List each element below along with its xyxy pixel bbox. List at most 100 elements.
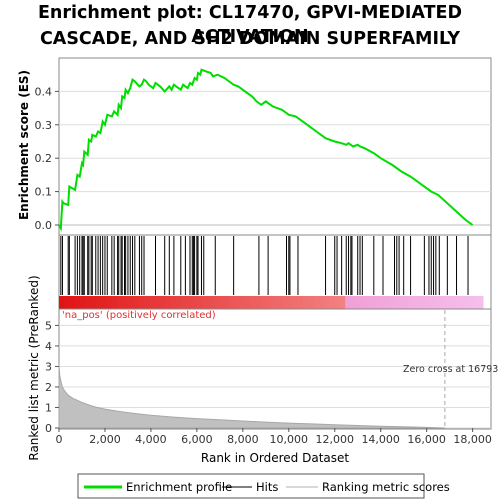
color-bar-segment (318, 296, 325, 309)
x-axis-label: Rank in Ordered Dataset (201, 451, 349, 465)
color-bar-segment (96, 296, 102, 309)
color-bar-segment (435, 296, 442, 309)
color-bar-segment (191, 296, 198, 309)
color-bar-segment (143, 296, 150, 309)
color-bar-segment (440, 296, 447, 309)
color-bar-segment (467, 296, 473, 309)
x-tick-label: 16,000 (407, 433, 446, 446)
color-bar-segment (281, 296, 288, 309)
color-bar-segment (403, 296, 410, 309)
color-bar-segment (472, 296, 479, 309)
color-bar-segment (461, 296, 468, 309)
positive-correlation-label: 'na_pos' (positively correlated) (62, 310, 216, 321)
color-bar-segment (255, 296, 261, 309)
color-bar-segment (85, 296, 92, 309)
color-bar-segment (387, 296, 394, 309)
color-bar-segment (239, 296, 245, 309)
color-bar-segment (117, 296, 124, 309)
chart-title-line-2: CASCADE, AND SH2 DOMAIN SUPERFAMILY (39, 29, 461, 49)
color-bar-segment (456, 296, 463, 309)
color-bar-segment (133, 296, 139, 309)
metric-tick-label: 4 (45, 340, 52, 353)
color-bar-segment (112, 296, 118, 309)
es-tick-label: 0.2 (35, 152, 53, 165)
color-bar-segment (377, 296, 383, 309)
x-tick-label: 10,000 (270, 433, 309, 446)
color-bar-segment (419, 296, 426, 309)
color-bar-segment (408, 296, 415, 309)
color-bar-segment (308, 296, 314, 309)
color-bar-segment (414, 296, 420, 309)
color-bar-segment (361, 296, 367, 309)
x-tick-label: 2,000 (89, 433, 121, 446)
color-bar-segment (302, 296, 309, 309)
color-bar-segment (149, 296, 155, 309)
chart-title-line-1: Enrichment plot: CL17470, GPVI-MEDIATED … (37, 3, 463, 47)
color-bar-segment (324, 296, 330, 309)
x-tick-label: 6,000 (181, 433, 213, 446)
color-bar-segment (276, 296, 283, 309)
color-bar-segment (297, 296, 304, 309)
color-bar-segment (350, 296, 357, 309)
es-tick-label: 0.1 (35, 186, 53, 199)
color-bar-segment (154, 296, 161, 309)
color-bar-segment (122, 296, 129, 309)
color-bar-segment (329, 296, 336, 309)
color-bar-segment (207, 296, 214, 309)
x-tick-label: 12,000 (315, 433, 354, 446)
metric-tick-label: 3 (45, 360, 52, 373)
color-bar-segment (265, 296, 272, 309)
color-bar-segment (74, 296, 81, 309)
color-bar-segment (355, 296, 362, 309)
color-bar-segment (286, 296, 293, 309)
color-bar-segment (106, 296, 113, 309)
x-tick-label: 4,000 (135, 433, 167, 446)
metric-axis-label: Ranked list metric (PreRanked) (27, 275, 41, 460)
color-bar-segment (69, 296, 76, 309)
color-bar-segment (313, 296, 320, 309)
x-tick-label: 8,000 (227, 433, 259, 446)
zero-cross-label: Zero cross at 16793 (403, 364, 498, 375)
color-bar-segment (398, 296, 404, 309)
color-bar-segment (228, 296, 235, 309)
metric-tick-label: 2 (45, 381, 52, 394)
color-bar-segment (260, 296, 267, 309)
color-bar-segment (180, 296, 187, 309)
color-bar-segment (127, 296, 134, 309)
es-tick-label: 0.4 (35, 85, 53, 98)
color-bar-segment (371, 296, 378, 309)
color-bar-segment (339, 296, 346, 309)
es-plot-frame (58, 57, 492, 236)
color-bar-segment (59, 296, 65, 309)
color-bar-segment (244, 296, 251, 309)
ranking-metric-area (58, 364, 445, 429)
color-bar-segment (382, 296, 389, 309)
legend-label: Enrichment profile (126, 480, 232, 494)
color-bar-segment (80, 296, 86, 309)
legend-label: Ranking metric scores (322, 480, 450, 494)
color-bar-segment (345, 296, 351, 309)
color-bar-segment (271, 296, 277, 309)
color-bar-segment (451, 296, 457, 309)
color-bar-segment (249, 296, 256, 309)
enrichment-profile-line (58, 68, 474, 232)
es-tick-label: 0.3 (35, 119, 53, 132)
color-bar-segment (233, 296, 240, 309)
metric-plot-frame (58, 308, 492, 430)
color-bar-segment (170, 296, 177, 309)
color-bar-segment (64, 296, 71, 309)
color-bar-segment (202, 296, 208, 309)
metric-tick-label: 0 (45, 422, 52, 435)
color-bar-segment (101, 296, 108, 309)
color-bar-segment (165, 296, 171, 309)
legend-box (77, 473, 425, 499)
color-bar-segment (366, 296, 373, 309)
es-axis-label: Enrichment score (ES) (17, 70, 31, 220)
color-bar-segment (175, 296, 182, 309)
color-bar-segment (445, 296, 452, 309)
color-bar-segment (477, 296, 484, 309)
x-tick-label: 18,000 (453, 433, 492, 446)
metric-tick-label: 1 (45, 401, 52, 414)
es-tick-label: 0.0 (35, 219, 53, 232)
